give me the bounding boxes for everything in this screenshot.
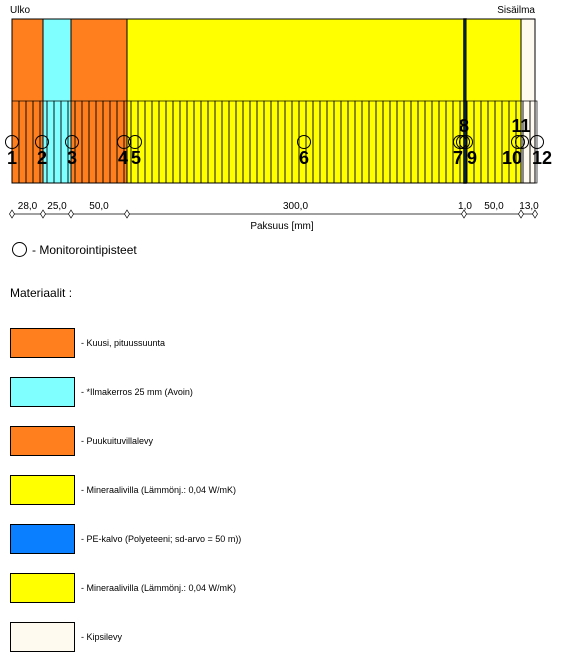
monitoring-point-label: 7 (453, 148, 463, 168)
material-swatch (10, 377, 75, 407)
monitoring-point-label: 3 (67, 148, 77, 168)
material-label: - PE-kalvo (Polyeteeni; sd-arvo = 50 m)) (81, 534, 242, 544)
layer-thickness-label: 25,0 (47, 201, 67, 212)
thickness-axis-label: Paksuus [mm] (250, 221, 314, 232)
material-legend-item: - Puukuituvillalevy (10, 426, 153, 456)
monitoring-point-marker (511, 135, 525, 149)
axis-tick (518, 209, 524, 219)
axis-tick (68, 209, 74, 219)
material-swatch (10, 524, 75, 554)
monitoring-point-marker (65, 135, 79, 149)
layer-thickness-label: 50,0 (89, 201, 109, 212)
monitoring-point-marker (453, 135, 467, 149)
monitoring-point-label: 4 (118, 148, 128, 168)
monitoring-point-marker (515, 135, 529, 149)
material-swatch (10, 573, 75, 603)
layer-thickness-label: 13,0 (519, 201, 539, 212)
monitor-legend-label: - Monitorointipisteet (32, 242, 137, 257)
material-legend-item: - Kuusi, pituussuunta (10, 328, 165, 358)
monitoring-point-label: 12 (532, 148, 552, 168)
monitoring-point-label: 6 (299, 148, 309, 168)
monitoring-point-marker (128, 135, 142, 149)
axis-tick (40, 209, 46, 219)
material-legend-item: - Kipsilevy (10, 622, 122, 652)
monitoring-point-label: 9 (467, 148, 477, 168)
axis-tick (532, 209, 538, 219)
monitoring-point-label: 8 (459, 116, 469, 136)
monitoring-point-marker (530, 135, 544, 149)
monitor-point-icon (12, 242, 27, 257)
monitoring-point-label: 11 (511, 116, 530, 136)
monitoring-point-label: 5 (131, 148, 141, 168)
material-swatch (10, 426, 75, 456)
material-label: - Mineraalivilla (Lämmönj.: 0,04 W/mK) (81, 485, 237, 495)
monitoring-point-marker (5, 135, 19, 149)
layer-thickness-label: 50,0 (484, 201, 504, 212)
monitoring-point-label: 2 (37, 148, 47, 168)
axis-tick (9, 209, 15, 219)
axis-tick (461, 209, 467, 219)
material-label: - Kuusi, pituussuunta (81, 338, 166, 348)
material-swatch (10, 328, 75, 358)
material-label: - Kipsilevy (81, 632, 123, 642)
monitoring-point-marker (117, 135, 131, 149)
material-label: - Puukuituvillalevy (81, 436, 154, 446)
material-legend-item: - Mineraalivilla (Lämmönj.: 0,04 W/mK) (10, 573, 236, 603)
monitoring-point-label: 10 (502, 148, 522, 168)
axis-tick (124, 209, 130, 219)
layer-thickness-label: 1,0 (458, 201, 472, 212)
monitor-legend: - Monitorointipisteet (12, 242, 137, 257)
material-legend-item: - Mineraalivilla (Lämmönj.: 0,04 W/mK) (10, 475, 236, 505)
monitoring-point-marker (35, 135, 49, 149)
inside-label: Sisäilma (497, 5, 535, 16)
material-swatch (10, 475, 75, 505)
layer-thickness-label: 300,0 (283, 201, 308, 212)
monitoring-point-label: 1 (7, 148, 17, 168)
materials-title: Materiaalit : (10, 286, 73, 300)
monitoring-point-marker (297, 135, 311, 149)
material-legend-item: - PE-kalvo (Polyeteeni; sd-arvo = 50 m)) (10, 524, 241, 554)
material-legend-item: - *Ilmakerros 25 mm (Avoin) (10, 377, 193, 407)
outside-label: Ulko (10, 5, 30, 16)
layer-thickness-label: 28,0 (18, 201, 38, 212)
monitoring-point-marker (456, 135, 470, 149)
monitoring-point-marker (459, 135, 473, 149)
material-swatch (10, 622, 75, 652)
material-label: - *Ilmakerros 25 mm (Avoin) (81, 387, 193, 397)
material-label: - Mineraalivilla (Lämmönj.: 0,04 W/mK) (81, 583, 237, 593)
